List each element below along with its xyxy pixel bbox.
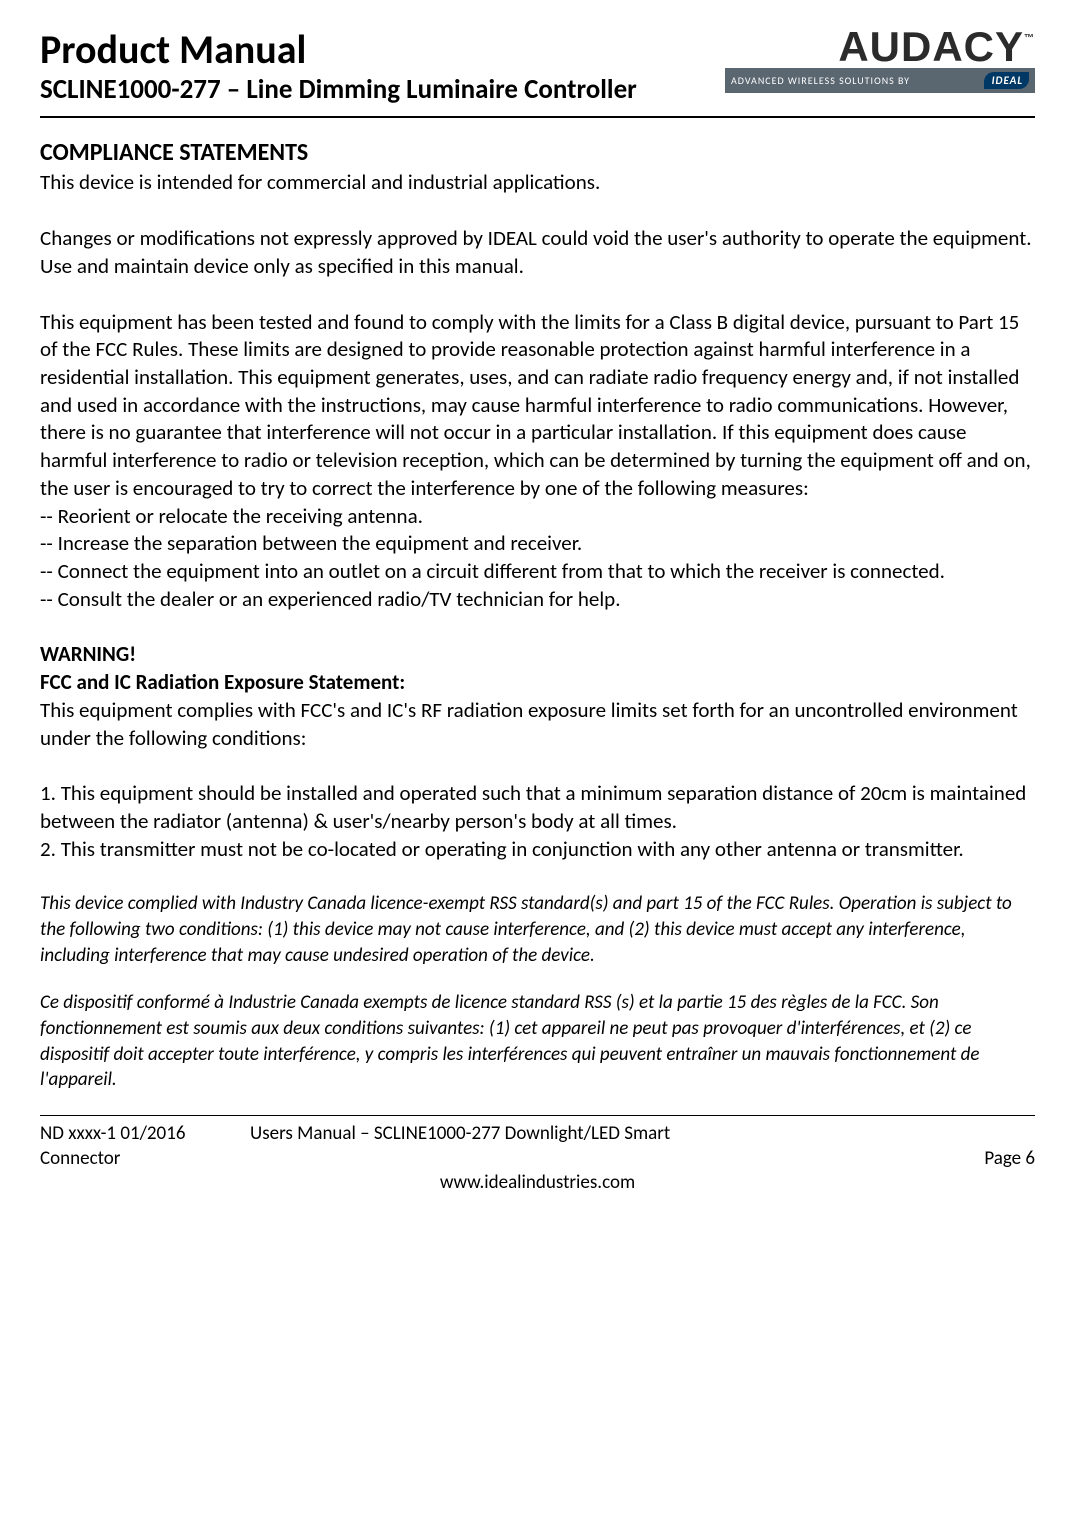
- paragraph-intended-use: This device is intended for commercial a…: [40, 169, 1035, 197]
- condition-2: 2. This transmitter must not be co-locat…: [40, 836, 1035, 864]
- logo-text: AUDACY: [838, 23, 1024, 70]
- trademark-icon: ™: [1024, 33, 1035, 44]
- italic-french-statement: Ce dispositif conformé à Industrie Canad…: [40, 990, 1035, 1093]
- logo-tagline-bar: ADVANCED WIRELESS SOLUTIONS BY IDEAL: [725, 68, 1035, 93]
- footer-url: www.idealindustries.com: [40, 1171, 1035, 1196]
- page-subtitle: SCLINE1000-277 – Line Dimming Luminaire …: [40, 74, 725, 106]
- measure-2: -- Increase the separation between the e…: [40, 530, 1035, 558]
- ideal-logo: IDEAL: [980, 72, 1029, 89]
- logo-tagline: ADVANCED WIRELESS SOLUTIONS BY: [731, 74, 910, 87]
- page-title: Product Manual: [40, 28, 725, 72]
- ideal-badge: IDEAL: [984, 72, 1029, 89]
- paragraph-modifications: Changes or modifications not expressly a…: [40, 225, 1035, 280]
- audacy-logo: AUDACY™: [725, 28, 1035, 66]
- footer-page-number: Page 6: [935, 1147, 1035, 1172]
- footer-divider: [40, 1115, 1035, 1116]
- header: Product Manual SCLINE1000-277 – Line Dim…: [40, 28, 1035, 112]
- measure-4: -- Consult the dealer or an experienced …: [40, 586, 1035, 614]
- footer-doc-id: ND xxxx-1 01/2016: [40, 1122, 250, 1147]
- title-block: Product Manual SCLINE1000-277 – Line Dim…: [40, 28, 725, 112]
- brand-logo: AUDACY™ ADVANCED WIRELESS SOLUTIONS BY I…: [725, 28, 1035, 93]
- footer-row-1: ND xxxx-1 01/2016 Users Manual – SCLINE1…: [40, 1122, 1035, 1147]
- measure-1: -- Reorient or relocate the receiving an…: [40, 503, 1035, 531]
- italic-english-statement: This device complied with Industry Canad…: [40, 891, 1035, 968]
- warning-label: WARNING!: [40, 641, 1035, 669]
- fcc-ic-heading: FCC and IC Radiation Exposure Statement:: [40, 669, 1035, 697]
- paragraph-rf-exposure: This equipment complies with FCC's and I…: [40, 697, 1035, 752]
- measure-3: -- Connect the equipment into an outlet …: [40, 558, 1035, 586]
- footer: ND xxxx-1 01/2016 Users Manual – SCLINE1…: [40, 1122, 1035, 1196]
- compliance-heading: COMPLIANCE STATEMENTS: [40, 138, 1035, 167]
- paragraph-fcc-part15: This equipment has been tested and found…: [40, 309, 1035, 503]
- footer-connector: Connector: [40, 1147, 250, 1172]
- header-divider: [40, 116, 1035, 118]
- footer-doc-title: Users Manual – SCLINE1000-277 Downlight/…: [250, 1122, 1035, 1147]
- condition-1: 1. This equipment should be installed an…: [40, 780, 1035, 835]
- footer-row-2: Connector Page 6: [40, 1147, 1035, 1172]
